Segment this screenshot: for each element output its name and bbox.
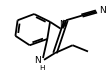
Text: N: N — [100, 6, 106, 15]
Text: N: N — [35, 56, 41, 65]
Text: N: N — [59, 20, 66, 29]
Text: H: H — [40, 65, 45, 71]
